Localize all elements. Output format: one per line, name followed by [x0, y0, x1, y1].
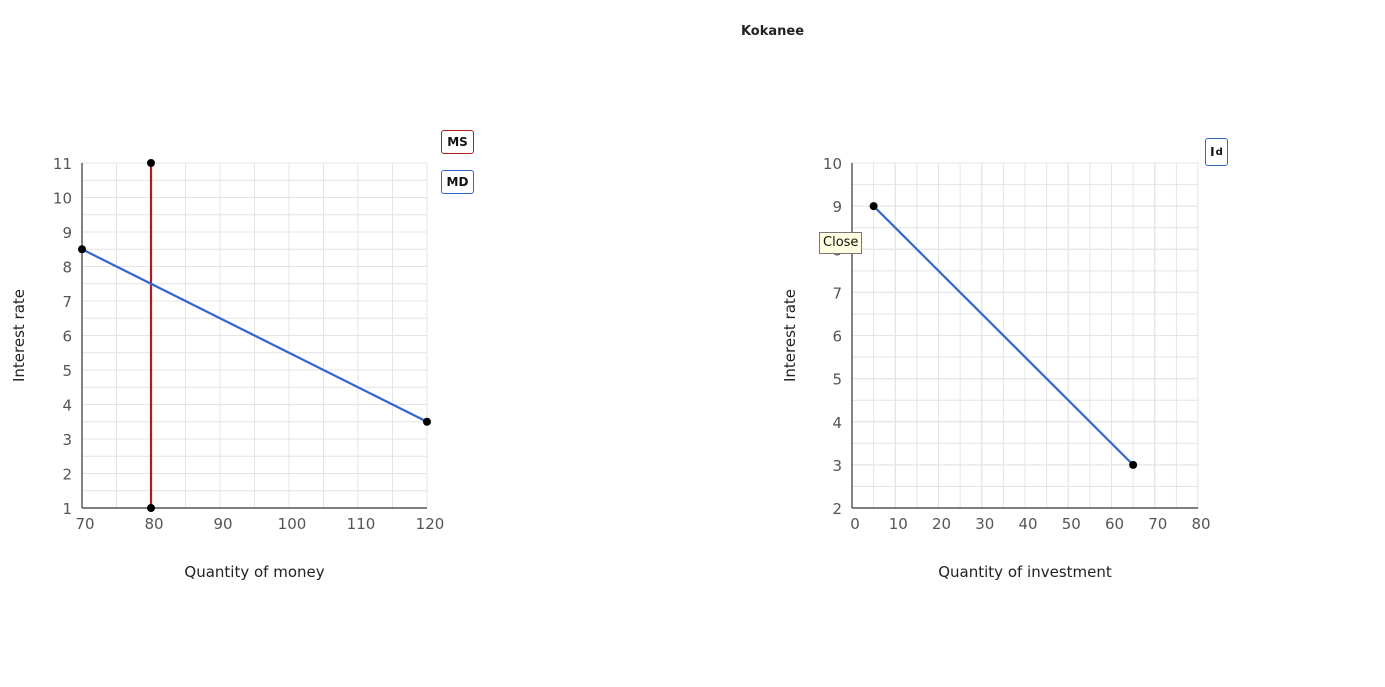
x-tick-label: 50: [1062, 515, 1081, 533]
close-tooltip: Close: [819, 232, 863, 254]
x-tick-label: 80: [1191, 515, 1210, 533]
x-tick-label: 80: [144, 515, 163, 533]
legend-ms-label: MS: [447, 135, 468, 149]
x-tick-label: 0: [850, 515, 860, 533]
y-tick-label: 6: [62, 328, 72, 346]
x-tick-label: 110: [347, 515, 376, 533]
x-tick-label: 20: [932, 515, 951, 533]
y-tick-label: 9: [832, 198, 842, 216]
series-point-ms: [147, 504, 155, 512]
y-tick-label: 5: [832, 371, 842, 389]
x-tick-label: 90: [213, 515, 232, 533]
series-point-md: [423, 417, 431, 426]
series-point-i: [1129, 460, 1138, 469]
series-line-md: [81, 248, 428, 423]
y-tick-label: 7: [62, 293, 72, 311]
x-tick-label: 30: [975, 515, 994, 533]
y-tick-label: 8: [62, 259, 72, 277]
y-tick-label: 2: [62, 466, 72, 484]
money-market-chart: 70 80 90 100 110 120 1 2 3 4 5 6 7 8 9 10 11 Quantity of …: [10, 155, 444, 581]
y-tick-label: 11: [53, 155, 72, 173]
x-tick-label: 120: [416, 515, 445, 533]
x-tick-label: 60: [1105, 515, 1124, 533]
legend-id-label: I: [1210, 145, 1215, 159]
x-tick-label: 70: [1148, 515, 1167, 533]
x-tick-label: 100: [278, 515, 307, 533]
y-tick-label: 9: [62, 224, 72, 242]
series-point-md: [78, 245, 86, 254]
x-axis-title: Quantity of money: [184, 563, 324, 581]
y-tick-label: 4: [832, 414, 842, 432]
x-tick-label: 40: [1018, 515, 1037, 533]
investment-demand-chart: 010203040506070802345678910Quantity of i…: [781, 155, 1211, 581]
y-tick-label: 3: [832, 457, 842, 475]
legend-ms[interactable]: MS: [441, 130, 474, 154]
page-title: Kokanee: [740, 24, 805, 39]
series-line-i: [872, 205, 1134, 466]
x-tick-label: 10: [889, 515, 908, 533]
y-tick-label: 2: [832, 500, 842, 518]
y-tick-label: 1: [62, 500, 72, 518]
series-point-ms: [147, 159, 155, 167]
x-tick-label: 70: [75, 515, 94, 533]
legend-md[interactable]: MD: [441, 170, 474, 194]
y-tick-label: 7: [832, 284, 842, 302]
y-tick-label: 3: [62, 431, 72, 449]
y-tick-label: 5: [62, 362, 72, 380]
y-axis-title: Interest rate: [10, 289, 28, 382]
series-point-i: [869, 202, 878, 211]
x-axis-title: Quantity of investment: [938, 563, 1112, 581]
legend-md-label: MD: [446, 175, 469, 189]
y-tick-label: 10: [53, 190, 72, 208]
legend-id-subscript: d: [1215, 146, 1223, 158]
y-tick-label: 10: [823, 155, 842, 173]
y-axis-title: Interest rate: [781, 289, 799, 382]
y-tick-label: 4: [62, 397, 72, 415]
y-tick-label: 6: [832, 328, 842, 346]
